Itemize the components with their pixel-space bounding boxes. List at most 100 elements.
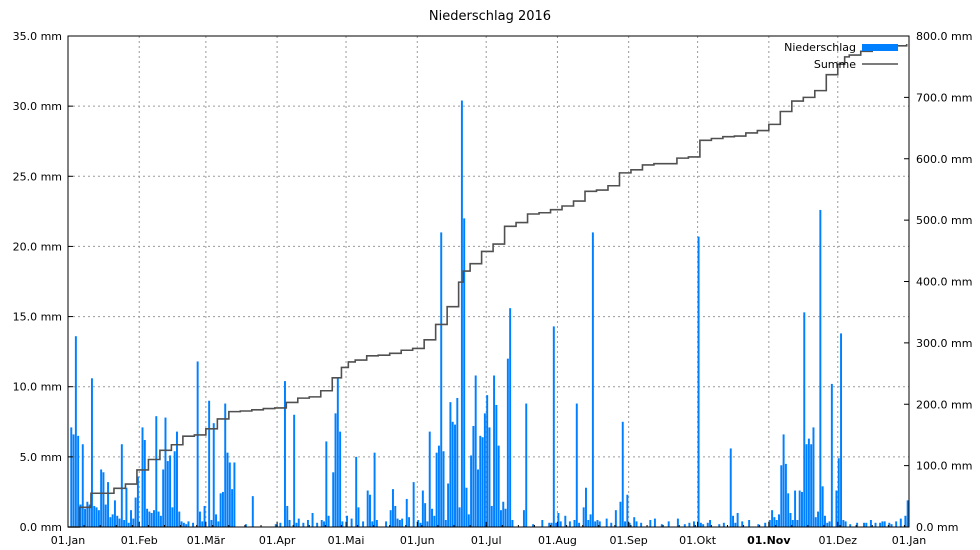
y-left-tick-label: 0.0 mm xyxy=(20,521,62,534)
precipitation-bar xyxy=(355,456,358,527)
precipitation-bar xyxy=(111,514,114,527)
precipitation-bar xyxy=(849,524,852,527)
precipitation-bar xyxy=(732,515,735,527)
precipitation-bar xyxy=(451,421,454,527)
precipitation-bar xyxy=(771,510,774,527)
precipitation-bar xyxy=(697,236,700,527)
precipitation-bar xyxy=(470,455,473,527)
precipitation-bar xyxy=(626,494,629,527)
precipitation-bar xyxy=(483,413,486,527)
precipitation-bar xyxy=(311,512,314,527)
precipitation-bar xyxy=(585,487,587,527)
precipitation-bar xyxy=(173,451,176,527)
precipitation-bar xyxy=(474,375,477,527)
precipitation-bar xyxy=(210,519,213,527)
precipitation-bar xyxy=(635,521,638,527)
precipitation-bar xyxy=(748,519,751,527)
x-tick-label: 01.Sep xyxy=(610,534,648,547)
precipitation-bar xyxy=(881,521,884,527)
precipitation-bar xyxy=(791,519,794,527)
precipitation-bar xyxy=(159,515,162,527)
precipitation-bar xyxy=(134,497,137,527)
precipitation-bar xyxy=(688,522,691,527)
precipitation-bar xyxy=(350,518,353,527)
precipitation-bar xyxy=(798,490,801,527)
precipitation-bar xyxy=(844,521,847,527)
chart-title: Niederschlag 2016 xyxy=(429,9,551,24)
precipitation-bar xyxy=(336,378,339,527)
precipitation-bar xyxy=(219,493,222,527)
precipitation-bar xyxy=(628,522,631,527)
x-tick-label: 01.Jan xyxy=(892,534,926,547)
precipitation-bar xyxy=(807,438,810,527)
precipitation-bar xyxy=(417,519,420,527)
y-right-tick-label: 300.0 mm xyxy=(916,337,972,350)
x-tick-label: 01.Okt xyxy=(679,534,717,547)
precipitation-bar xyxy=(869,519,872,527)
precipitation-bar xyxy=(736,512,739,527)
x-tick-label: 01.Nov xyxy=(747,534,791,547)
precipitation-bar xyxy=(709,519,712,527)
precipitation-bar xyxy=(465,487,468,527)
precipitation-bar xyxy=(233,462,236,527)
precipitation-bar xyxy=(699,522,702,527)
precipitation-bar xyxy=(552,326,555,527)
precipitation-bar xyxy=(320,519,323,527)
precipitation-bar xyxy=(405,498,408,527)
precipitation-bar xyxy=(116,515,119,527)
precipitation-bar xyxy=(557,512,560,527)
precipitation-bar xyxy=(90,378,93,527)
precipitation-bar xyxy=(325,441,328,527)
precipitation-bar xyxy=(499,510,502,527)
precipitation-bar xyxy=(856,522,859,527)
precipitation-bar xyxy=(830,383,833,527)
precipitation-bar xyxy=(155,416,158,527)
precipitation-bar xyxy=(904,515,907,527)
y-left-tick-label: 20.0 mm xyxy=(13,240,62,253)
axis-labels: 0.0 mm 5.0 mm 10.0 mm 15.0 mm 20.0 mm 25.0 mm… xyxy=(13,30,973,547)
precipitation-bar xyxy=(97,510,100,527)
precipitation-bar xyxy=(201,521,204,527)
precipitation-bar xyxy=(899,518,902,527)
precipitation-bar xyxy=(782,434,785,527)
legend: Niederschlag Summe xyxy=(784,41,898,71)
precipitation-bar xyxy=(79,504,82,527)
precipitation-bar xyxy=(633,517,636,527)
precipitation-bar xyxy=(295,522,298,527)
precipitation-bar xyxy=(660,524,663,527)
y-right-tick-label: 600.0 mm xyxy=(916,153,972,166)
precipitation-bar xyxy=(481,437,484,527)
precipitation-bar xyxy=(171,507,174,527)
precipitation-bar xyxy=(598,521,601,527)
precipitation-bar xyxy=(244,524,247,527)
precipitation-bar xyxy=(437,445,440,527)
precipitation-bar xyxy=(136,476,139,527)
y-left-tick-label: 5.0 mm xyxy=(20,451,62,464)
x-tick-label: 01.Apr xyxy=(259,534,296,547)
precipitation-bar xyxy=(293,414,296,527)
precipitation-bar xyxy=(706,522,709,527)
precipitation-bar xyxy=(640,522,643,527)
precipitation-bar xyxy=(153,510,155,527)
y-right-tick-label: 500.0 mm xyxy=(916,214,972,227)
precipitation-bar xyxy=(77,435,80,527)
precipitation-bar xyxy=(334,413,337,527)
precipitation-bar xyxy=(419,522,422,527)
precipitation-bar xyxy=(283,381,286,527)
precipitation-bar xyxy=(550,522,553,527)
precipitation-bar xyxy=(332,472,335,527)
precipitation-bar xyxy=(157,511,160,527)
precipitation-bar xyxy=(203,505,206,527)
precipitation-bar xyxy=(357,507,360,527)
y-left-tick-label: 15.0 mm xyxy=(13,311,62,324)
precipitation-bar xyxy=(784,463,787,527)
precipitation-bar xyxy=(208,400,211,527)
x-tick-label: 01.Jan xyxy=(51,534,85,547)
precipitation-bar xyxy=(408,517,411,527)
precipitation-bar xyxy=(835,490,838,527)
precipitation-bar xyxy=(621,421,624,527)
precipitation-bar xyxy=(440,232,443,527)
precipitation-bar xyxy=(428,431,431,527)
precipitation-bar xyxy=(493,375,496,527)
precipitation-bar xyxy=(573,519,576,527)
